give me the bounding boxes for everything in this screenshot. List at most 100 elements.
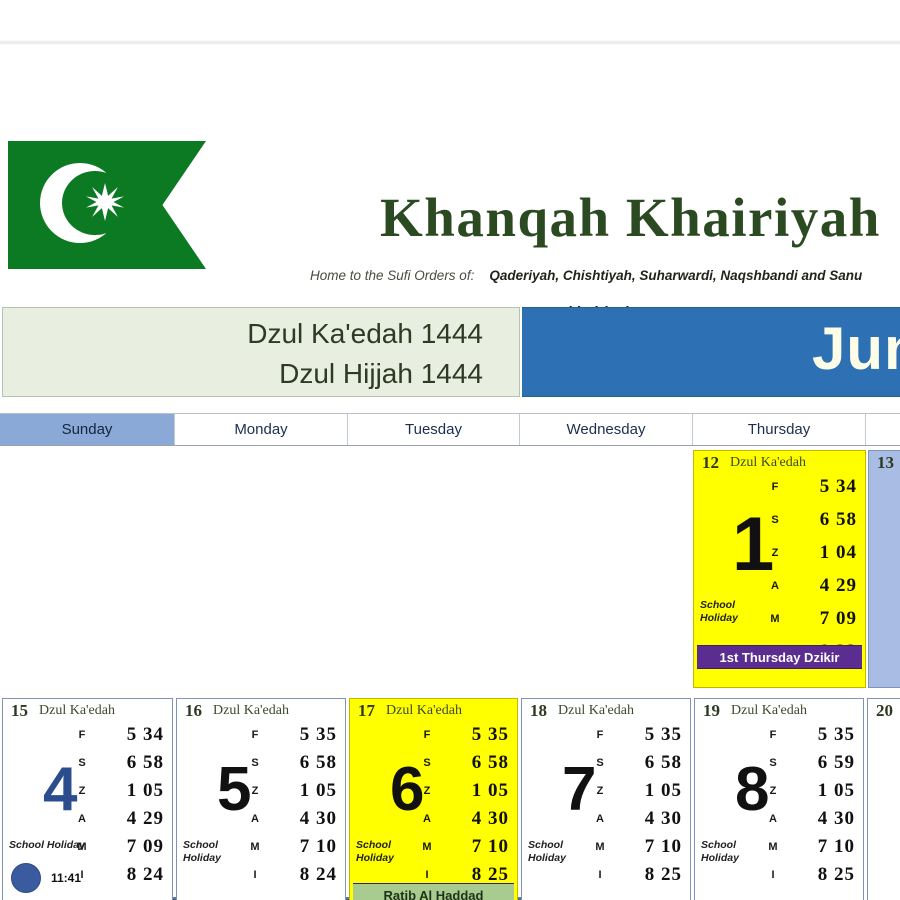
calendar-cell-day-1[interactable]: 12 Dzul Ka'edah 1 F 5 34 S 6 58 Z 1 04 A 4 29 M 7 09… bbox=[693, 450, 866, 688]
prayer-time-row: S 6 58 bbox=[247, 751, 339, 779]
prayer-time-row: A 4 30 bbox=[765, 807, 857, 835]
weekday-label: Sunday bbox=[61, 421, 113, 438]
prayer-time-row: A 4 30 bbox=[247, 807, 339, 835]
prayer-time-value: 1 05 bbox=[126, 780, 164, 801]
prayer-time-row: I 8 25 bbox=[592, 863, 684, 891]
prayer-time-row: S 6 58 bbox=[592, 751, 684, 779]
prayer-time-row: I 8 25 bbox=[419, 863, 511, 891]
prayer-time-value: 4 29 bbox=[819, 575, 857, 596]
prayer-time-row: F 5 34 bbox=[767, 475, 859, 508]
prayer-label-A: A bbox=[596, 813, 604, 825]
hijri-day-number: 13 bbox=[877, 453, 894, 472]
prayer-time-row: I 8 24 bbox=[247, 863, 339, 891]
prayer-label-M: M bbox=[77, 841, 87, 853]
event-bar[interactable]: Ratib Al Haddad bbox=[353, 883, 514, 900]
hijri-day-number: 16 bbox=[185, 701, 202, 720]
prayer-label-S: S bbox=[596, 757, 604, 769]
event-bar[interactable]: 1st Thursday Dzikir bbox=[697, 645, 862, 669]
calendar-cell-day-5[interactable]: 16 Dzul Ka'edah 5 F 5 35 S 6 58 Z 1 05 A 4 30 M 7 10… bbox=[176, 698, 346, 900]
prayer-label-Z: Z bbox=[769, 785, 777, 797]
weekday-label: Tuesday bbox=[405, 421, 462, 438]
prayer-time-value: 6 59 bbox=[817, 752, 855, 773]
note-line-1: School bbox=[528, 839, 564, 851]
prayer-time-value: 5 34 bbox=[819, 476, 857, 497]
calendar-cell-hijri-20[interactable]: 20 bbox=[867, 698, 900, 900]
prayer-time-row: S 6 58 bbox=[419, 751, 511, 779]
hijri-day-number: 19 bbox=[703, 701, 720, 720]
prayer-time-row: I 8 24 bbox=[74, 863, 166, 891]
gregorian-day-number: 6 bbox=[390, 755, 425, 824]
calendar-cell-day-6[interactable]: 17 Dzul Ka'edah 6 F 5 35 S 6 58 Z 1 05 A 4 30 M 7 10… bbox=[349, 698, 518, 900]
tagline-lead: Home to the Sufi Orders of: bbox=[310, 268, 475, 283]
prayer-label-S: S bbox=[251, 757, 259, 769]
calendar-cell-day-4[interactable]: 15 Dzul Ka'edah 4 F 5 34 S 6 58 Z 1 05 A 4 29 M 7 09… bbox=[2, 698, 173, 900]
note-line-2: Holiday bbox=[528, 852, 566, 864]
prayer-label-A: A bbox=[251, 813, 259, 825]
hijri-line-1: Dzul Ka'edah 1444 bbox=[247, 318, 483, 349]
weekday-header-thursday[interactable]: Thursday bbox=[693, 414, 866, 445]
calendar-cell-day-8[interactable]: 19 Dzul Ka'edah 8 F 5 35 S 6 59 Z 1 05 A 4 30 M 7 10… bbox=[694, 698, 864, 900]
prayer-label-F: F bbox=[771, 481, 779, 493]
top-strip bbox=[0, 0, 900, 46]
month-banner: Dzul Ka'edah 1444 Dzul Hijjah 1444 Jun bbox=[0, 305, 900, 401]
prayer-label-I: I bbox=[425, 869, 429, 881]
prayer-label-M: M bbox=[595, 841, 605, 853]
weekday-label: Monday bbox=[234, 421, 288, 438]
weekday-header-wednesday[interactable]: Wednesday bbox=[520, 414, 693, 445]
prayer-time-value: 7 10 bbox=[471, 836, 509, 857]
prayer-time-row: M 7 09 bbox=[767, 607, 859, 640]
prayer-time-row: S 6 58 bbox=[74, 751, 166, 779]
prayer-time-value: 1 05 bbox=[644, 780, 682, 801]
prayer-time-value: 8 25 bbox=[471, 864, 509, 885]
school-holiday-note: School Holiday bbox=[528, 839, 598, 865]
prayer-time-value: 5 35 bbox=[817, 724, 855, 745]
weekday-header-tuesday[interactable]: Tuesday bbox=[348, 414, 520, 445]
prayer-time-value: 8 25 bbox=[644, 864, 682, 885]
hijri-month-name: Dzul Ka'edah bbox=[731, 703, 807, 718]
calendar-cell-day-7[interactable]: 18 Dzul Ka'edah 7 F 5 35 S 6 58 Z 1 05 A 4 30 M 7 10… bbox=[521, 698, 691, 900]
prayer-time-value: 5 35 bbox=[299, 724, 337, 745]
cell-hijri-header: 19 Dzul Ka'edah bbox=[695, 701, 863, 723]
prayer-time-value: 7 09 bbox=[819, 608, 857, 629]
weekday-header-monday[interactable]: Monday bbox=[175, 414, 348, 445]
prayer-label-S: S bbox=[423, 757, 431, 769]
prayer-times-list: F 5 35 S 6 58 Z 1 05 A 4 30 M 7 10 I 8 24 bbox=[247, 723, 339, 891]
prayer-time-value: 7 10 bbox=[299, 836, 337, 857]
prayer-times-list: F 5 35 S 6 58 Z 1 05 A 4 30 M 7 10 I 8 25 bbox=[592, 723, 684, 891]
prayer-time-value: 4 29 bbox=[126, 808, 164, 829]
prayer-label-A: A bbox=[78, 813, 86, 825]
moon-phase-time: 11:41 bbox=[51, 871, 82, 885]
prayer-time-value: 8 24 bbox=[126, 864, 164, 885]
weekday-label: Wednesday bbox=[566, 421, 646, 438]
weekday-label: Thursday bbox=[747, 421, 811, 438]
prayer-time-row: F 5 35 bbox=[765, 723, 857, 751]
weekday-header-row: Sunday Monday Tuesday Wednesday Thursday bbox=[0, 413, 900, 446]
calendar-cell-hijri-13[interactable]: 13 bbox=[868, 450, 900, 688]
school-holiday-note: School Holiday bbox=[356, 839, 426, 865]
prayer-time-row: F 5 35 bbox=[419, 723, 511, 751]
prayer-label-S: S bbox=[78, 757, 86, 769]
prayer-times-list: F 5 34 S 6 58 Z 1 05 A 4 29 M 7 09 I 8 24 bbox=[74, 723, 166, 891]
prayer-label-A: A bbox=[423, 813, 431, 825]
weekday-header-sunday[interactable]: Sunday bbox=[0, 414, 175, 445]
prayer-label-M: M bbox=[250, 841, 260, 853]
hijri-day-number: 15 bbox=[11, 701, 28, 720]
calendar-grid: 12 Dzul Ka'edah 1 F 5 34 S 6 58 Z 1 04 A 4 29 M 7 09… bbox=[0, 447, 900, 900]
note-line-1: School bbox=[701, 839, 737, 851]
prayer-time-value: 1 04 bbox=[819, 542, 857, 563]
prayer-time-value: 6 58 bbox=[126, 752, 164, 773]
prayer-time-row: A 4 29 bbox=[74, 807, 166, 835]
prayer-time-value: 7 09 bbox=[126, 836, 164, 857]
prayer-time-value: 4 30 bbox=[644, 808, 682, 829]
cell-hijri-header: 18 Dzul Ka'edah bbox=[522, 701, 690, 723]
prayer-times-list: F 5 35 S 6 59 Z 1 05 A 4 30 M 7 10 I 8 25 bbox=[765, 723, 857, 891]
prayer-time-value: 4 30 bbox=[817, 808, 855, 829]
prayer-time-row: Z 1 05 bbox=[592, 779, 684, 807]
prayer-time-value: 6 58 bbox=[471, 752, 509, 773]
prayer-label-S: S bbox=[769, 757, 777, 769]
prayer-time-value: 1 05 bbox=[471, 780, 509, 801]
gregorian-day-number: 7 bbox=[562, 755, 597, 824]
hijri-day-number: 20 bbox=[876, 701, 893, 720]
